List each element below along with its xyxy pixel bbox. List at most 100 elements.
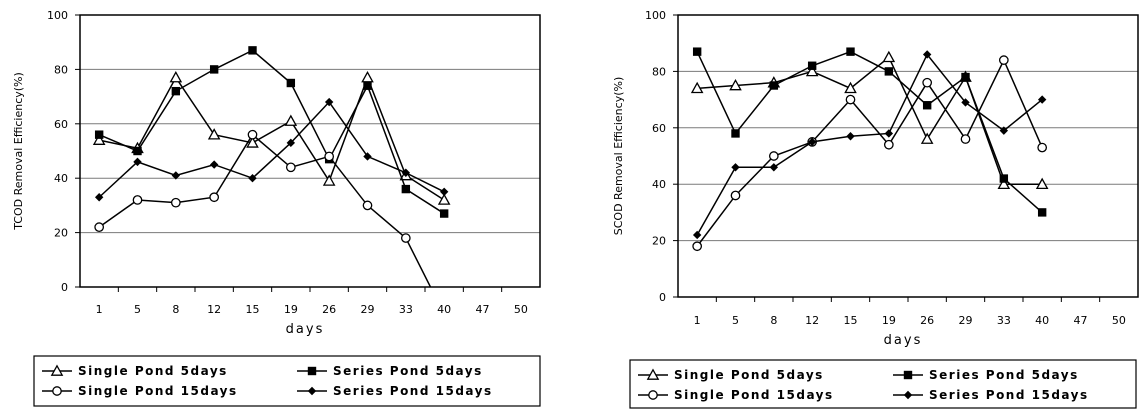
y-tick-label: 40 [54, 172, 68, 185]
data-point-series-pond-15days [248, 174, 257, 183]
data-point-series-pond-15days [692, 230, 702, 240]
data-point-single-pond-5days [690, 81, 704, 94]
legend-label: Series Pond 5days [929, 368, 1079, 382]
data-point-series-pond-5days [961, 72, 970, 82]
data-point-single-pond-15days [845, 94, 856, 105]
data-point-series-pond-15days [731, 163, 740, 172]
legend-label: Single Pond 5days [78, 364, 228, 378]
data-point-series-pond-5days [401, 184, 411, 194]
data-point-single-pond-15days [285, 162, 296, 173]
data-point-single-pond-5days [361, 71, 374, 83]
data-point-single-pond-15days [94, 222, 105, 233]
series-group [92, 46, 451, 287]
data-point-single-pond-15days [883, 139, 894, 150]
x-tick-label: 26 [322, 303, 336, 316]
data-point-series-pond-5days [807, 61, 817, 70]
series-line-single-pond-15days [98, 133, 432, 287]
legend-label: Single Pond 15days [674, 388, 834, 402]
data-point-single-pond-5days [882, 50, 896, 63]
legend-marker [903, 370, 913, 380]
data-point-single-pond-5days [284, 114, 298, 126]
data-point-series-pond-5days [94, 130, 104, 139]
x-tick-label: 29 [361, 303, 375, 316]
x-tick-label: 8 [172, 303, 179, 316]
data-point-single-pond-15days [1037, 142, 1048, 153]
data-point-series-pond-15days [286, 138, 296, 148]
data-point-single-pond-15days [960, 134, 971, 144]
legend-label: Single Pond 5days [674, 368, 824, 382]
data-point-series-pond-15days [401, 168, 411, 177]
data-point-series-pond-15days [324, 97, 334, 107]
legend-entry-single-pond-5days: Single Pond 5days [638, 368, 824, 382]
data-point-single-pond-5days [246, 136, 259, 148]
series-line-series-pond-15days [98, 100, 445, 198]
y-tick-label: 100 [47, 9, 68, 22]
data-point-series-pond-5days [171, 86, 181, 96]
data-point-series-pond-15days [884, 129, 894, 138]
data-point-series-pond-15days [363, 152, 372, 161]
legend-entry-series-pond-15days: Series Pond 15days [893, 388, 1089, 402]
data-point-single-pond-5days [92, 133, 106, 145]
data-point-single-pond-5days [729, 78, 742, 91]
data-point-series-pond-5days [1037, 208, 1047, 217]
data-point-single-pond-5days [1035, 177, 1049, 190]
data-point-single-pond-5days [805, 64, 819, 77]
y-tick-label: 80 [652, 65, 666, 78]
data-point-series-pond-5days [209, 65, 219, 74]
data-point-single-pond-15days [400, 233, 411, 243]
legend-marker [903, 390, 913, 400]
data-point-series-pond-5days [692, 47, 702, 56]
x-tick-label: 50 [1112, 314, 1126, 327]
y-tick-label: 20 [54, 227, 68, 240]
series-line-series-pond-15days [696, 53, 1043, 236]
legend-entry-single-pond-15days: Single Pond 15days [42, 384, 238, 398]
data-point-series-pond-5days [248, 46, 257, 55]
data-point-series-pond-5days [286, 78, 296, 88]
legend: Single Pond 5days Series Pond 5days Single… [33, 355, 541, 407]
data-point-series-pond-5days [439, 209, 449, 218]
legend-marker [307, 366, 317, 376]
data-point-single-pond-15days [132, 195, 143, 205]
legend-label: Single Pond 15days [78, 384, 238, 398]
x-tick-label: 5 [732, 314, 739, 327]
x-tick-label: 12 [805, 314, 819, 327]
y-tick-label: 80 [54, 63, 68, 76]
x-tick-label: 19 [882, 314, 896, 327]
data-point-single-pond-15days [247, 129, 258, 140]
series-series-pond-15days [94, 97, 449, 202]
legend-box [33, 355, 541, 407]
series-single-pond-5days [92, 71, 451, 205]
gridlines [75, 14, 540, 288]
plot-area [677, 14, 1139, 298]
x-tick-label: 47 [1074, 314, 1088, 327]
legend-marker [648, 390, 658, 400]
x-tick-label: 12 [207, 303, 221, 316]
data-point-series-pond-15days [846, 132, 855, 141]
tcod-chart-panel: 0 20 40 60 80 100 1 5 8 12 15 19 26 29 33 40 47 50 days TCO… [0, 0, 560, 411]
legend-label: Series Pond 15days [929, 388, 1089, 402]
data-point-single-pond-5days [169, 71, 183, 83]
scod-chart-panel: 0 20 40 60 80 100 1 5 8 12 15 19 26 29 33 40 47 50 days SCO… [590, 0, 1144, 411]
x-tick-label: 26 [920, 314, 934, 327]
x-axis-label: days [884, 333, 923, 348]
series-single-pond-15days [692, 55, 1048, 252]
x-tick-label: 1 [694, 314, 701, 327]
data-point-single-pond-15days [768, 151, 779, 161]
data-point-series-pond-5days [133, 146, 142, 156]
data-point-series-pond-15days [961, 98, 970, 107]
series-line-single-pond-5days [697, 56, 1043, 185]
data-point-series-pond-15days [94, 193, 104, 202]
y-tick-label: 20 [652, 235, 666, 248]
series-line-series-pond-5days [696, 50, 1043, 213]
x-tick-label: 40 [1035, 314, 1049, 327]
data-point-series-pond-5days [731, 129, 740, 138]
data-point-single-pond-15days [730, 190, 741, 201]
legend-label: Series Pond 5days [333, 364, 483, 378]
x-tick-label: 29 [959, 314, 973, 327]
legend-entry-series-pond-15days: Series Pond 15days [297, 384, 491, 398]
x-tick-label: 33 [997, 314, 1011, 327]
data-point-single-pond-5days [997, 177, 1011, 190]
legend-entry-single-pond-5days: Single Pond 5days [42, 364, 228, 378]
y-tick-label: 0 [61, 281, 68, 294]
